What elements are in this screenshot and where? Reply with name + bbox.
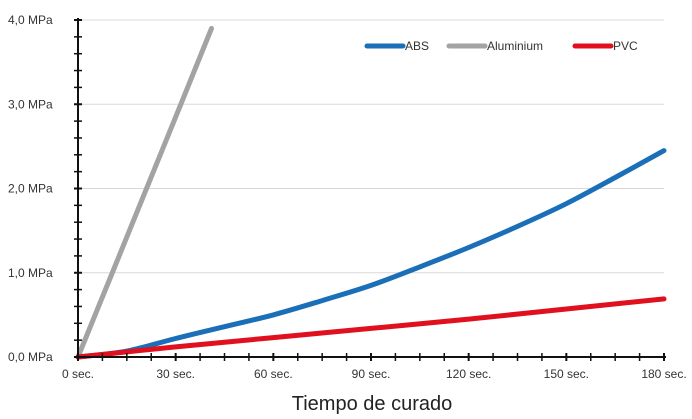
minor-ticks: [74, 19, 665, 361]
legend-label-abs: ABS: [405, 39, 429, 53]
series-line-abs: [75, 148, 667, 360]
x-tick-label: 180 sec.: [641, 367, 686, 381]
grid-lines: [78, 19, 664, 274]
y-tick-label: 3,0 MPa: [8, 97, 53, 111]
x-tick-label: 150 sec.: [544, 367, 589, 381]
y-tick-label: 2,0 MPa: [8, 182, 53, 196]
x-tick-label: 90 sec.: [352, 367, 391, 381]
x-tick-label: 0 sec.: [62, 367, 94, 381]
legend-label-pvc: PVC: [613, 39, 638, 53]
y-tick-labels: 0,0 MPa 1,0 MPa 2,0 MPa 3,0 MPa 4,0 MPa: [8, 13, 53, 364]
x-tick-label: 120 sec.: [446, 367, 491, 381]
y-tick-label: 0,0 MPa: [8, 350, 53, 364]
x-tick-label: 30 sec.: [156, 367, 195, 381]
x-tick-labels: 0 sec. 30 sec. 60 sec. 90 sec. 120 sec. 150 s…: [62, 367, 687, 381]
legend: ABS Aluminium PVC: [364, 39, 638, 53]
x-tick-label: 60 sec.: [254, 367, 293, 381]
series-lines: [75, 25, 667, 360]
series-line-aluminium: [75, 25, 214, 360]
legend-label-aluminium: Aluminium: [487, 39, 543, 53]
x-axis-title: Tiempo de curado: [292, 393, 452, 415]
series-line-pvc: [75, 296, 667, 360]
y-tick-label: 1,0 MPa: [8, 266, 53, 280]
y-tick-label: 4,0 MPa: [8, 13, 53, 27]
